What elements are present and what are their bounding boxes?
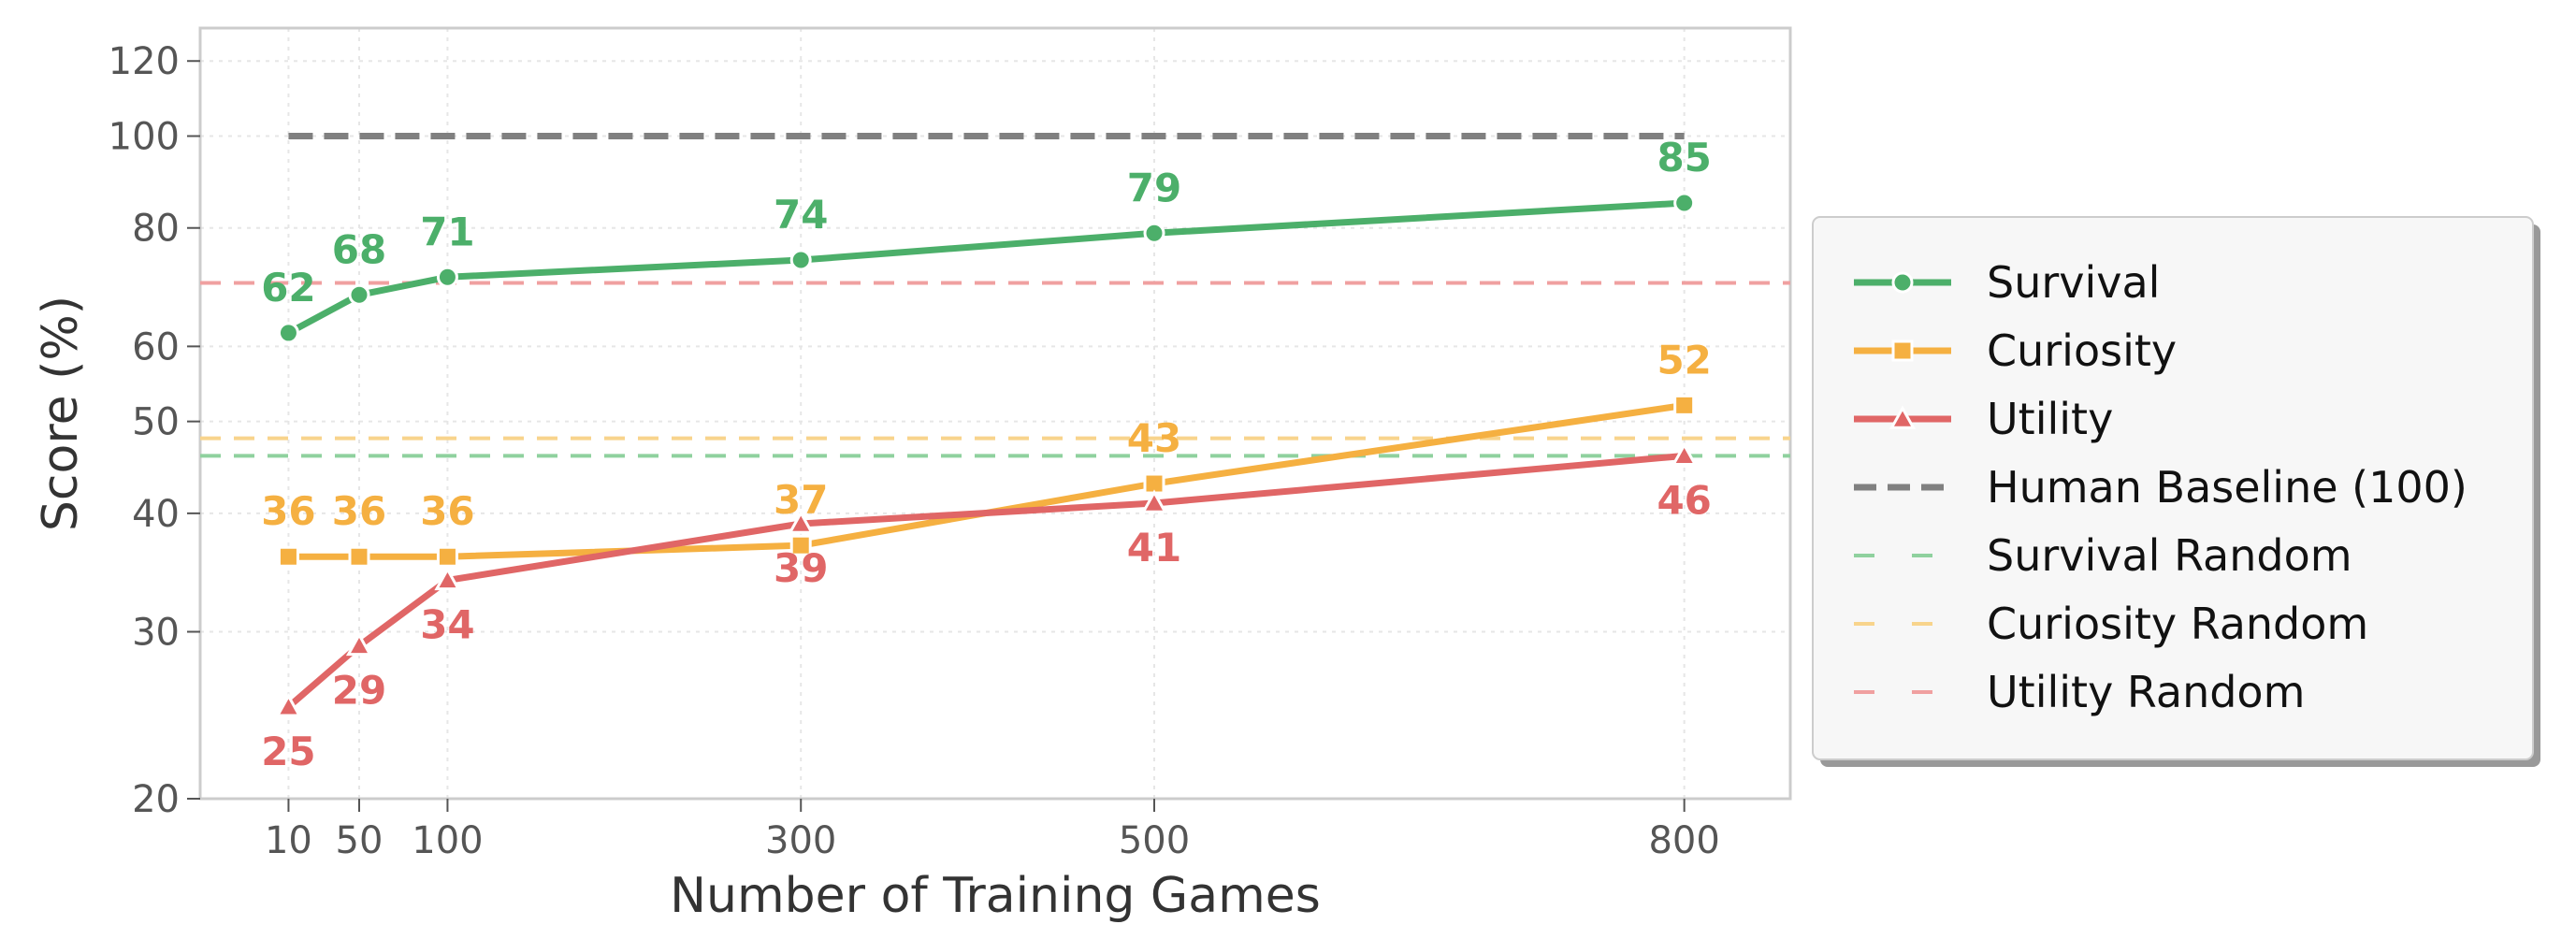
reference-lines	[200, 132, 1790, 458]
data-label: 37	[774, 477, 828, 523]
data-point	[1671, 441, 1698, 467]
data-label: 71	[420, 209, 474, 254]
data-label: 36	[261, 488, 315, 534]
axis-ticks: 10 50 100 300 500 800 20 30 40 50 60 80 100 120	[109, 40, 1720, 862]
data-label: 43	[1127, 415, 1181, 461]
data-label: 25	[261, 729, 315, 774]
data-label: 29	[332, 667, 386, 713]
data-label: 41	[1127, 525, 1181, 571]
y-tick-label: 100	[109, 115, 180, 158]
data-point	[1673, 192, 1696, 214]
series-line	[284, 199, 1688, 337]
legend: Survival Curiosity Utility Human Baseline (…	[1812, 216, 2540, 767]
y-tick-label: 120	[109, 40, 180, 83]
y-tick-label: 30	[132, 612, 180, 655]
data-label: 85	[1657, 135, 1711, 181]
data-point	[436, 266, 458, 288]
x-tick-label: 800	[1648, 819, 1719, 862]
legend-item: Curiosity	[1854, 325, 2177, 376]
plot-area-frame	[198, 26, 1792, 801]
x-tick-label: 50	[336, 819, 384, 862]
data-label: 68	[332, 226, 386, 272]
data-point	[348, 545, 370, 568]
series-line	[284, 452, 1688, 711]
data-point	[277, 322, 299, 344]
series-utility	[275, 441, 1698, 717]
data-point	[789, 534, 812, 556]
y-axis-title: Score (%)	[33, 296, 89, 531]
x-tick-label: 10	[265, 819, 312, 862]
data-label: 36	[332, 488, 386, 534]
grid	[200, 28, 1790, 800]
x-tick-label: 500	[1119, 819, 1190, 862]
data-point	[1889, 405, 1917, 429]
legend-label: Survival Random	[1987, 530, 2352, 581]
data-point	[277, 545, 299, 568]
data-point	[1143, 222, 1165, 244]
data-label: 36	[420, 488, 474, 534]
data-point	[1673, 394, 1696, 416]
legend-label: Utility Random	[1987, 667, 2305, 717]
legend-label: Curiosity Random	[1987, 599, 2368, 649]
data-labels: 62 68 71 74 79 85 36 36 36 37 43 52 25 29 34 39 41 46	[261, 135, 1712, 774]
legend-items: Survival Curiosity Utility Human Baseline (…	[1854, 257, 2467, 717]
data-point	[788, 510, 815, 534]
data-point	[275, 693, 302, 717]
y-tick-label: 50	[132, 401, 180, 444]
legend-label: Survival	[1987, 257, 2160, 308]
legend-label: Utility	[1987, 394, 2113, 444]
legend-item: Survival	[1854, 257, 2160, 308]
legend-label: Human Baseline (100)	[1987, 462, 2467, 513]
series-line	[284, 401, 1688, 560]
legend-label: Curiosity	[1987, 325, 2177, 376]
data-point	[1891, 271, 1914, 294]
data-point	[434, 566, 461, 591]
y-tick-label: 80	[132, 208, 180, 251]
data-point	[348, 283, 370, 306]
legend-item: Human Baseline (100)	[1854, 462, 2467, 513]
y-tick-label: 20	[132, 778, 180, 821]
data-label: 62	[261, 265, 315, 311]
data-label: 74	[774, 192, 828, 238]
legend-item: Survival Random	[1854, 530, 2352, 581]
y-tick-label: 60	[132, 325, 180, 368]
data-point	[436, 545, 458, 568]
data-label: 39	[774, 545, 828, 591]
legend-item: Utility Random	[1854, 667, 2305, 717]
series-group	[275, 192, 1698, 717]
y-tick-label: 40	[132, 493, 180, 536]
x-axis-title: Number of Training Games	[670, 868, 1321, 924]
series-survival	[277, 192, 1696, 344]
x-tick-label: 300	[765, 819, 836, 862]
legend-item: Utility	[1854, 394, 2113, 444]
data-label: 46	[1657, 477, 1711, 523]
data-point	[1891, 339, 1914, 362]
data-label: 34	[420, 601, 474, 647]
data-point	[789, 249, 812, 271]
legend-item: Curiosity Random	[1854, 599, 2368, 649]
data-point	[1140, 489, 1168, 513]
data-point	[345, 631, 373, 657]
legend-box	[1812, 216, 2534, 760]
data-label: 52	[1657, 337, 1711, 383]
data-label: 79	[1127, 165, 1181, 210]
x-tick-label: 100	[412, 819, 483, 862]
